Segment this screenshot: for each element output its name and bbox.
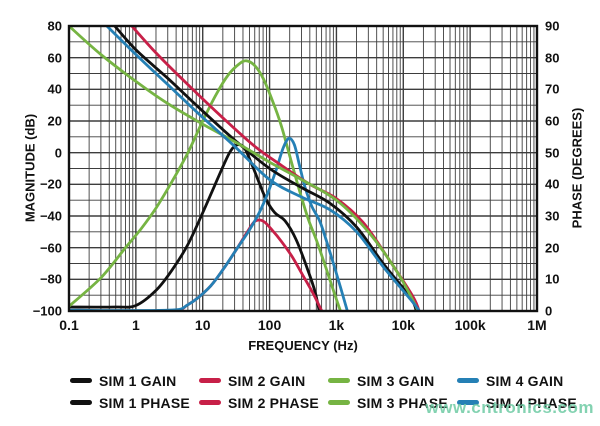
frequency-tick-label: 1M (527, 317, 547, 333)
phase-tick-label: 0 (545, 303, 553, 319)
legend-item-sim-4-phase: SIM 4 PHASE (457, 393, 588, 412)
frequency-tick-label: 10 (194, 317, 211, 333)
frequency-tick-label: 1k (328, 317, 345, 333)
legend-label: SIM 3 GAIN (357, 372, 435, 389)
legend-swatch (199, 378, 221, 383)
phase-tick-label: 50 (545, 145, 560, 161)
curve-sim-4-gain (69, 136, 349, 311)
legend-label: SIM 2 GAIN (228, 372, 306, 389)
legend-swatch (457, 400, 479, 405)
curves (69, 26, 422, 311)
legend-label: SIM 2 PHASE (228, 394, 319, 411)
legend-item-sim-2-phase: SIM 2 PHASE (199, 393, 328, 412)
magnitude-tick-label: −100 (32, 303, 62, 319)
legend-label: SIM 1 GAIN (99, 372, 177, 389)
magnitude-tick-label: 40 (47, 81, 62, 97)
phase-tick-label: 10 (545, 271, 560, 287)
frequency-tick-label: 10k (391, 317, 415, 333)
phase-tick-label: 40 (545, 176, 560, 192)
legend: SIM 1 GAIN SIM 2 GAIN SIM 3 GAIN SIM 4 GAIN… (70, 371, 588, 412)
phase-tick-label: 90 (545, 18, 560, 34)
legend-swatch (70, 400, 92, 405)
legend-item-sim-2-gain: SIM 2 GAIN (199, 371, 328, 390)
frequency-tick-label: 1 (131, 317, 140, 333)
magnitude-tick-label: 20 (47, 113, 62, 129)
legend-item-sim-1-gain: SIM 1 GAIN (70, 371, 199, 390)
legend-swatch (199, 400, 221, 405)
legend-swatch (328, 400, 350, 405)
legend-label: SIM 3 PHASE (357, 394, 448, 411)
legend-item-sim-1-phase: SIM 1 PHASE (70, 393, 199, 412)
legend-label: SIM 1 PHASE (99, 394, 190, 411)
left-axis-title: MAGNITUDE (dB) (22, 113, 38, 223)
magnitude-tick-label: −80 (39, 271, 62, 287)
frequency-tick-label: 100k (454, 317, 486, 333)
phase-tick-label: 60 (545, 113, 560, 129)
curve-sim-3-phase (69, 26, 420, 311)
phase-tick-label: 20 (545, 240, 560, 256)
legend-item-sim-3-gain: SIM 3 GAIN (328, 371, 457, 390)
phase-tick-label: 80 (545, 50, 560, 66)
plot-frame (67, 24, 539, 313)
phase-tick-label: 30 (545, 208, 560, 224)
x-axis-title: FREQUENCY (Hz) (248, 338, 358, 353)
legend-swatch (70, 378, 92, 383)
legend-label: SIM 4 GAIN (486, 372, 564, 389)
legend-item-sim-4-gain: SIM 4 GAIN (457, 371, 588, 390)
magnitude-tick-label: 80 (47, 18, 62, 34)
magnitude-tick-label: −40 (39, 208, 62, 224)
legend-label: SIM 4 PHASE (486, 394, 577, 411)
frequency-tick-label: 100 (257, 317, 282, 333)
frequency-tick-label: 0.1 (59, 317, 79, 333)
curve-sim-4-phase (104, 26, 422, 311)
magnitude-tick-label: 60 (47, 50, 62, 66)
grid-lines (68, 25, 538, 312)
curve-sim-1-phase (112, 26, 418, 311)
legend-swatch (328, 378, 350, 383)
magnitude-tick-label: 0 (54, 145, 62, 161)
magnitude-tick-label: −20 (39, 176, 62, 192)
curve-sim-3-gain (69, 59, 342, 311)
phase-tick-label: 70 (545, 81, 560, 97)
legend-item-sim-3-phase: SIM 3 PHASE (328, 393, 457, 412)
right-axis-title: PHASE (DEGREES) (569, 107, 585, 229)
magnitude-tick-label: −60 (39, 240, 62, 256)
legend-swatch (457, 378, 479, 383)
